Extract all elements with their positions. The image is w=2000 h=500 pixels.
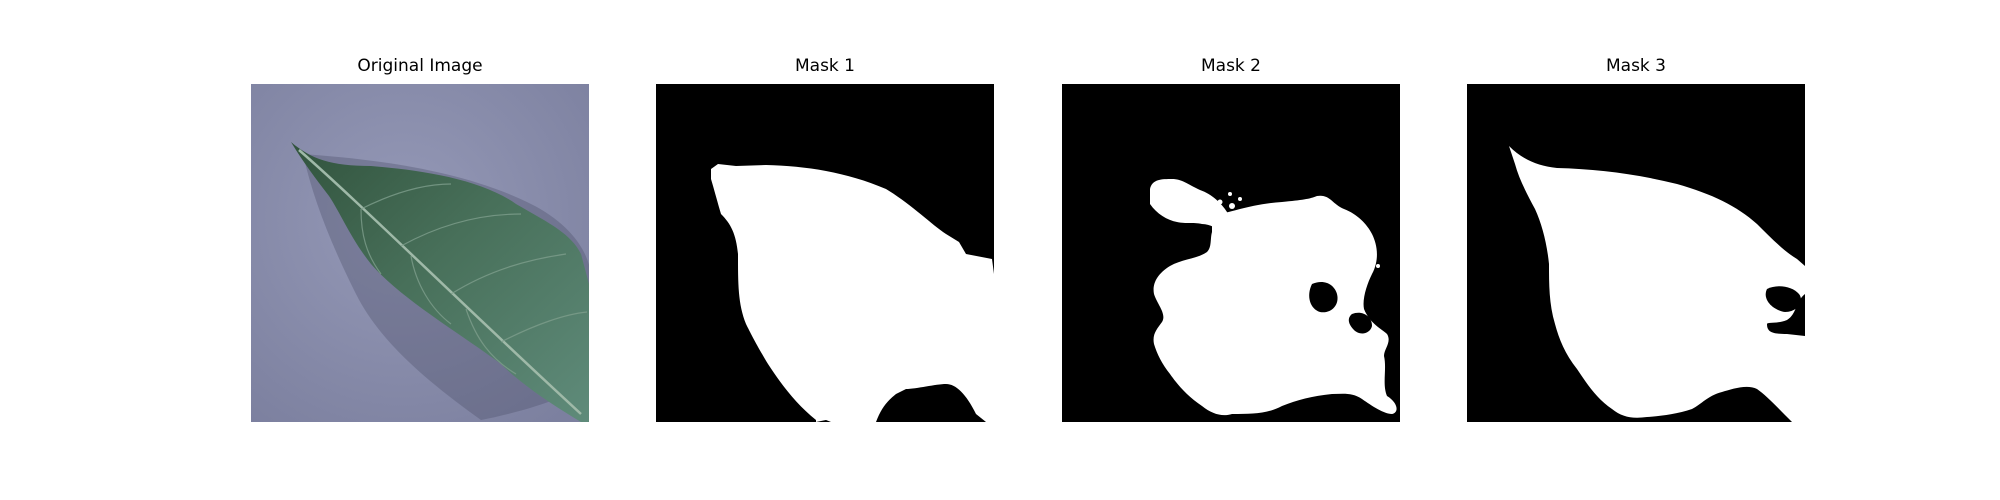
mask-hole	[1309, 282, 1338, 313]
panel-mask-1: Mask 1	[656, 56, 994, 422]
panel-title: Mask 2	[1200, 56, 1261, 76]
mask-foreground-main	[1153, 195, 1397, 416]
mask-1-image	[656, 84, 994, 422]
mask-2-image	[1062, 84, 1400, 422]
mask-hole	[1765, 286, 1802, 312]
mask-foreground	[1509, 146, 1805, 422]
mask-foreground	[711, 164, 994, 422]
panel-original-image: Original Image	[251, 56, 589, 422]
mask-foreground-upper	[1150, 179, 1230, 230]
original-leaf-image	[251, 84, 589, 422]
mask-hole	[1348, 312, 1372, 334]
leaf-veins	[360, 183, 588, 375]
panel-mask-2: Mask 2	[1062, 56, 1400, 422]
panel-title: Mask 3	[1605, 56, 1666, 76]
panel-title: Mask 1	[794, 56, 855, 76]
mask-speckles	[1217, 192, 1380, 268]
mask-3-image	[1467, 84, 1805, 422]
panel-mask-3: Mask 3	[1467, 56, 1805, 422]
leaf-midrib	[298, 149, 582, 415]
panel-title: Original Image	[357, 56, 483, 76]
